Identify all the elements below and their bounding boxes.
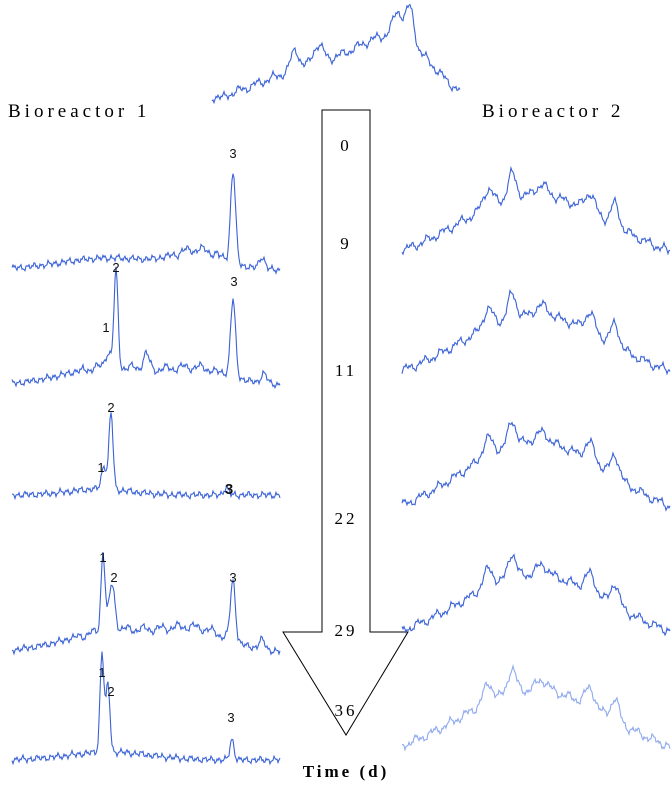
peak-label: 1 <box>102 320 109 335</box>
peak-label: 1 <box>99 550 106 565</box>
profile-trace <box>401 165 671 256</box>
time-label: 11 <box>335 361 357 380</box>
peak-label: 3 <box>230 274 237 289</box>
time-label: 22 <box>335 509 358 528</box>
profile-trace <box>401 421 671 512</box>
peak-label: 3 <box>225 481 233 498</box>
profile-trace <box>11 412 281 501</box>
peak-label: 2 <box>107 400 114 415</box>
axis-label: Time (d) <box>303 762 390 781</box>
peak-label: 3 <box>227 710 234 725</box>
peak-label: 1 <box>97 460 104 475</box>
peak-label: 3 <box>229 146 236 161</box>
right-label: Bioreactor 2 <box>482 101 624 122</box>
profile-trace <box>401 288 671 376</box>
peak-label: 1 <box>98 665 105 680</box>
peak-label: 2 <box>107 684 114 699</box>
peak-label: 3 <box>229 570 236 585</box>
profile-trace <box>401 553 671 637</box>
profile-trace <box>11 266 281 390</box>
profile-trace <box>11 651 281 766</box>
profile-trace <box>401 663 671 752</box>
peak-label: 2 <box>112 260 119 275</box>
time-label: 9 <box>340 234 352 253</box>
time-label: 0 <box>340 136 352 155</box>
left-label: Bioreactor 1 <box>8 101 150 122</box>
time-label: 29 <box>335 621 358 640</box>
peak-label: 2 <box>110 570 117 585</box>
profile-trace <box>11 173 281 275</box>
profile-trace <box>211 3 461 105</box>
time-arrow <box>282 109 409 736</box>
profile-trace <box>11 552 281 656</box>
traces <box>11 3 671 766</box>
time-label: 36 <box>335 701 358 720</box>
